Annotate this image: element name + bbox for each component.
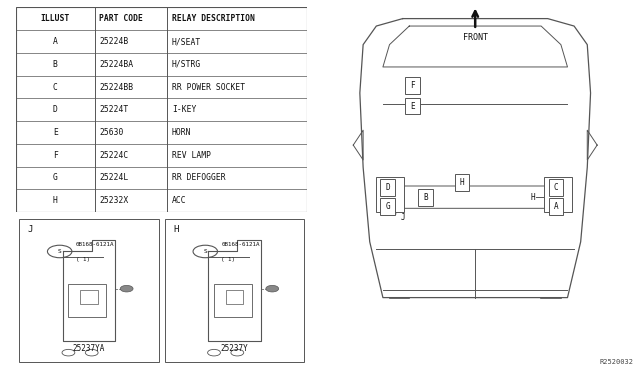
Text: G: G [53, 173, 58, 182]
Text: RR DEFOGGER: RR DEFOGGER [172, 173, 225, 182]
Text: C: C [554, 183, 558, 192]
Bar [376, 177, 404, 212]
Text: H: H [53, 196, 58, 205]
Text: J: J [28, 225, 33, 234]
Bar [548, 198, 563, 215]
Bar [454, 174, 469, 190]
Text: RELAY DESCRIPTION: RELAY DESCRIPTION [172, 14, 255, 23]
Text: E: E [410, 102, 415, 110]
Text: ILLUST: ILLUST [41, 14, 70, 23]
Text: G: G [385, 202, 390, 211]
Text: J: J [401, 213, 405, 222]
Text: 25224T: 25224T [99, 105, 128, 114]
Text: ( 1): ( 1) [76, 257, 90, 262]
Text: 25237YA: 25237YA [72, 344, 105, 353]
Bar [405, 97, 420, 114]
Text: 0B168-6121A: 0B168-6121A [76, 242, 114, 247]
Text: REV LAMP: REV LAMP [172, 151, 211, 160]
Text: 25224L: 25224L [99, 173, 128, 182]
Text: C: C [53, 83, 58, 92]
Text: A: A [53, 37, 58, 46]
Text: F: F [53, 151, 58, 160]
Text: I-KEY: I-KEY [172, 105, 196, 114]
Bar [545, 177, 572, 212]
Text: H: H [460, 178, 465, 187]
Text: H: H [173, 225, 179, 234]
Bar [19, 219, 159, 362]
Text: 25237Y: 25237Y [221, 344, 248, 353]
Text: 25232X: 25232X [99, 196, 128, 205]
Text: H: H [531, 193, 535, 202]
Text: B: B [53, 60, 58, 69]
Text: S: S [204, 249, 207, 254]
Text: ( 1): ( 1) [221, 257, 236, 262]
Text: 25630: 25630 [99, 128, 124, 137]
Bar [214, 284, 252, 317]
Circle shape [120, 285, 133, 292]
Text: RR POWER SOCKET: RR POWER SOCKET [172, 83, 245, 92]
Text: E: E [53, 128, 58, 137]
Text: 0B168-6121A: 0B168-6121A [221, 242, 260, 247]
Bar [380, 198, 396, 215]
Bar [419, 189, 433, 205]
Text: ACC: ACC [172, 196, 186, 205]
Text: 25224B: 25224B [99, 37, 128, 46]
Text: B: B [424, 193, 428, 202]
Bar [164, 219, 304, 362]
Text: D: D [385, 183, 390, 192]
Text: R2520032: R2520032 [600, 359, 634, 365]
Text: F: F [410, 81, 415, 90]
Text: A: A [554, 202, 558, 211]
Bar [226, 290, 243, 304]
Text: D: D [53, 105, 58, 114]
Text: S: S [58, 249, 61, 254]
Text: 25224C: 25224C [99, 151, 128, 160]
Text: H/SEAT: H/SEAT [172, 37, 201, 46]
Bar [80, 290, 97, 304]
Circle shape [266, 285, 278, 292]
Bar [405, 77, 420, 94]
Bar [380, 179, 396, 196]
Bar [68, 284, 106, 317]
Text: FRONT: FRONT [463, 33, 488, 42]
Text: H/STRG: H/STRG [172, 60, 201, 69]
Text: PART CODE: PART CODE [99, 14, 143, 23]
Bar [548, 179, 563, 196]
Text: 25224BB: 25224BB [99, 83, 133, 92]
Text: 25224BA: 25224BA [99, 60, 133, 69]
Text: HORN: HORN [172, 128, 191, 137]
